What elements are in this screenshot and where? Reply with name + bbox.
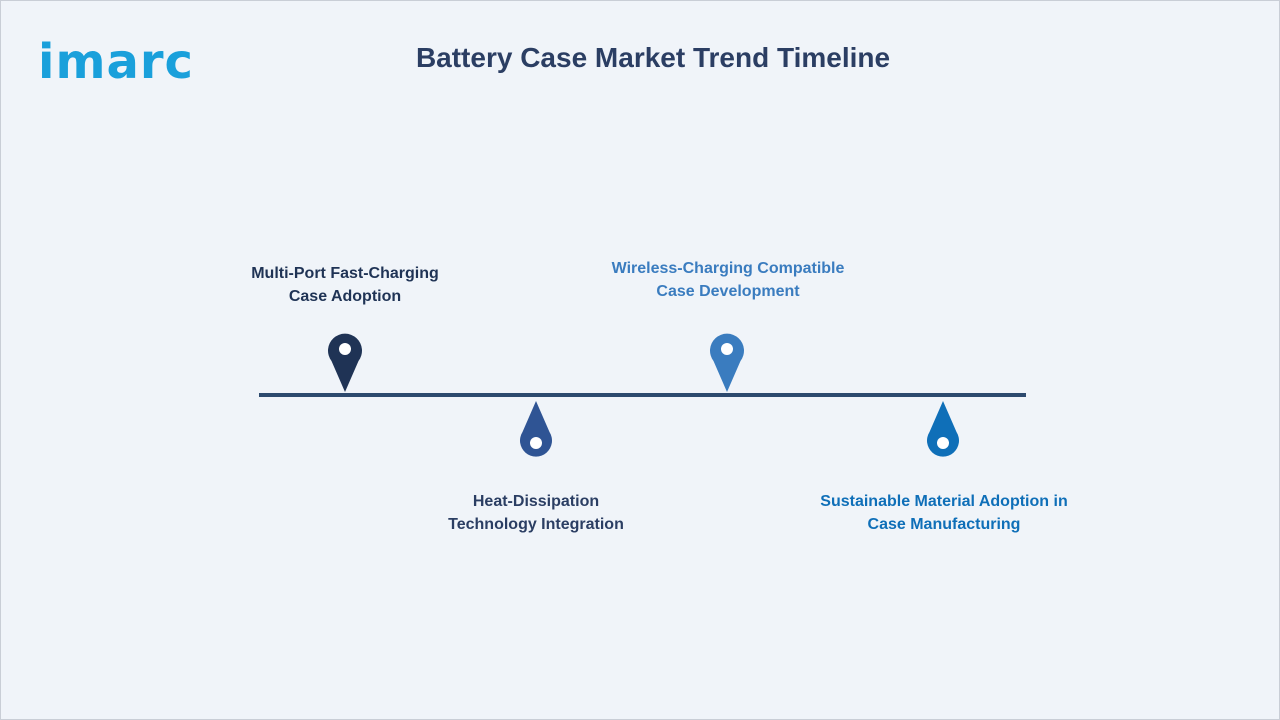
milestone-3-label: Wireless-Charging Compatible Case Develo… bbox=[598, 257, 858, 303]
milestone-2-label: Heat-Dissipation Technology Integration bbox=[426, 490, 646, 536]
milestone-1-line2: Case Adoption bbox=[288, 288, 402, 305]
milestone-3-line2: Case Development bbox=[656, 283, 800, 300]
milestone-2-line2: Technology Integration bbox=[448, 516, 624, 533]
drop-pin-icon bbox=[520, 401, 552, 457]
milestone-2-line1: Heat-Dissipation bbox=[472, 493, 600, 510]
map-pin-icon bbox=[710, 333, 744, 392]
milestone-4-label: Sustainable Material Adoption in Case Ma… bbox=[804, 490, 1084, 536]
drop-pin-icon bbox=[927, 401, 959, 457]
milestone-4-line2: Case Manufacturing bbox=[867, 516, 1021, 533]
milestone-1-label: Multi-Port Fast-Charging Case Adoption bbox=[245, 262, 445, 308]
milestone-3-line1: Wireless-Charging Compatible bbox=[611, 260, 845, 277]
map-pin-icon bbox=[328, 333, 362, 392]
page-title: Battery Case Market Trend Timeline bbox=[415, 42, 891, 73]
logo-text: imarc bbox=[38, 34, 194, 90]
timeline-axis bbox=[259, 393, 1026, 397]
imarc-logo: imarc bbox=[18, 12, 208, 86]
milestone-1-line1: Multi-Port Fast-Charging bbox=[251, 265, 439, 282]
milestone-4-line1: Sustainable Material Adoption in bbox=[820, 493, 1068, 510]
